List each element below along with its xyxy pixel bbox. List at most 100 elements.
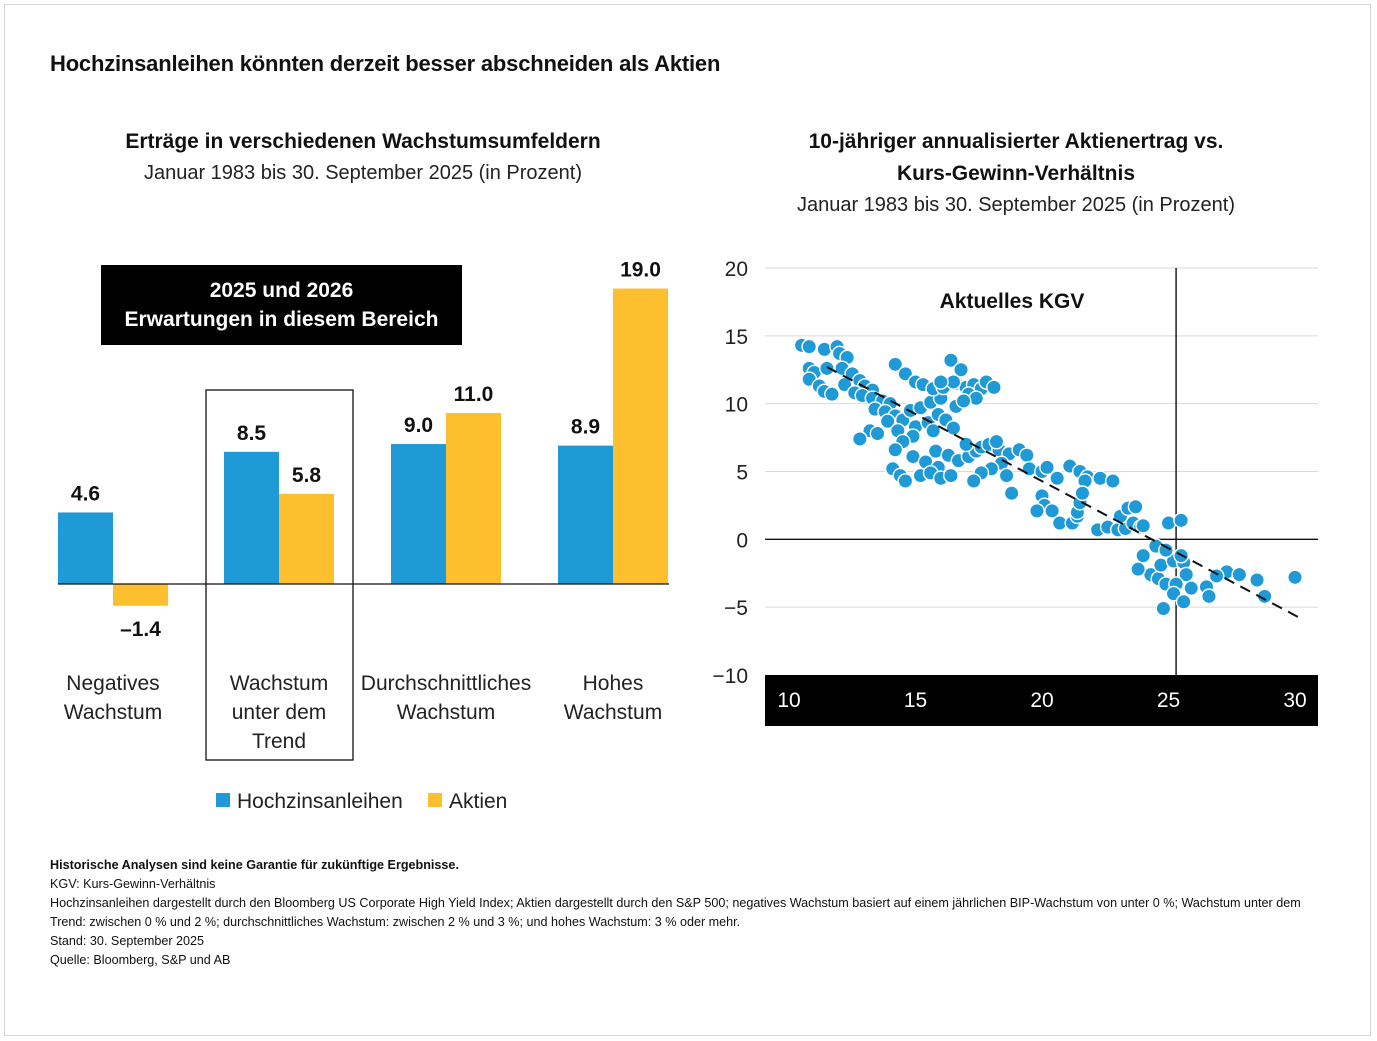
callout-box	[101, 265, 462, 345]
data-label: –1.4	[120, 618, 161, 641]
scatter-point	[943, 352, 959, 369]
scatter-point	[1044, 502, 1061, 519]
figure-frame	[4, 4, 1371, 1036]
x-tick-label: 30	[1283, 689, 1306, 712]
scatter-point	[1039, 459, 1055, 476]
y-tick-label: 0	[736, 529, 748, 552]
scatter-point	[1130, 561, 1147, 578]
data-label: 8.5	[237, 422, 267, 445]
scatter-point	[816, 341, 833, 358]
bar-high-yield-3	[558, 445, 613, 584]
current-pe-label: Aktuelles KGV	[940, 290, 1085, 313]
scatter-point	[1231, 566, 1248, 583]
right-chart-title-line2: Kurs-Gewinn-Verhältnis	[896, 162, 1136, 185]
y-tick-label: −5	[724, 597, 748, 620]
scatter-point	[1049, 470, 1066, 487]
scatter-point	[953, 361, 969, 378]
category-label: unter dem	[232, 701, 327, 724]
trend-line	[826, 366, 1304, 621]
data-label: 11.0	[454, 383, 494, 406]
callout-line1: 2025 und 2026	[210, 279, 354, 302]
scatter-point	[1175, 593, 1192, 610]
scatter-point	[1127, 498, 1144, 515]
left-chart-subtitle: Januar 1983 bis 30. September 2025 (in P…	[143, 162, 583, 184]
right-chart-title-line1: 10-jähriger annualisierter Aktienertrag …	[808, 130, 1224, 153]
scatter-point	[1158, 542, 1174, 559]
data-label: 8.9	[571, 416, 600, 439]
callout-line2: Erwartungen in diesem Bereich	[125, 308, 439, 331]
scatter-point	[1287, 569, 1303, 586]
scatter-point	[932, 374, 949, 390]
scatter-point	[1183, 580, 1200, 597]
scatter-point	[1160, 515, 1177, 531]
bar-equities-0	[113, 584, 168, 606]
bar-equities-1	[279, 493, 334, 584]
footnotes: Historische Analysen sind keine Garantie…	[50, 856, 1320, 970]
scatter-point	[1155, 600, 1172, 617]
bar-high-yield-1	[224, 451, 279, 584]
scatter-point	[897, 365, 914, 382]
x-tick-label: 15	[904, 689, 927, 712]
scatter-point	[1135, 517, 1152, 534]
bar-chart: 2025 und 2026 Erwartungen in diesem Berei…	[58, 259, 669, 813]
scatter-point	[1165, 585, 1182, 602]
scatter-point	[887, 356, 904, 373]
category-label: Durchschnittliches	[361, 672, 531, 695]
figure-title: Hochzinsanleihen könnten derzeit besser …	[50, 51, 721, 76]
data-label: 19.0	[620, 259, 661, 282]
category-label: Wachstum	[64, 701, 162, 724]
x-axis-band	[765, 675, 1318, 726]
bar-high-yield-2	[391, 444, 446, 584]
scatter-point	[955, 393, 972, 409]
category-label: Wachstum	[564, 701, 662, 724]
x-tick-label: 20	[1030, 689, 1053, 712]
note-methodology: Hochzinsanleihen dargestellt durch den B…	[50, 896, 1301, 929]
right-chart-subtitle: Januar 1983 bis 30. September 2025 (in P…	[796, 194, 1236, 216]
scatter-point	[869, 425, 886, 442]
bar-equities-3	[613, 288, 668, 584]
highlight-box	[205, 389, 354, 761]
scatter-point	[986, 379, 1002, 396]
scatter-point	[1018, 447, 1035, 464]
scatter-point	[965, 473, 982, 489]
scatter-point	[879, 413, 896, 430]
y-tick-label: −10	[712, 665, 748, 688]
scatter-point	[945, 420, 962, 436]
scatter-point	[943, 467, 959, 484]
scatter-point	[824, 386, 840, 403]
scatter-point	[998, 467, 1015, 484]
category-label: Wachstum	[397, 701, 495, 724]
data-label: 5.8	[292, 464, 322, 487]
category-label: Wachstum	[230, 672, 328, 695]
legend-swatch	[428, 793, 442, 807]
note-source: Quelle: Bloomberg, S&P und AB	[50, 953, 231, 967]
scatter-point	[1074, 485, 1091, 502]
category-label: Trend	[252, 730, 306, 753]
x-tick-label: 10	[777, 689, 800, 712]
scatter-point	[851, 431, 868, 447]
category-label: Negatives	[66, 672, 159, 695]
bar-equities-2	[446, 412, 501, 584]
scatter-point	[819, 360, 835, 377]
note-disclaimer: Historische Analysen sind keine Garantie…	[50, 858, 459, 872]
data-label: 4.6	[71, 482, 100, 505]
scatter-point	[1173, 512, 1190, 529]
data-label: 9.0	[404, 414, 433, 437]
scatter-point	[1092, 470, 1109, 487]
note-abbreviation: KGV: Kurs-Gewinn-Verhältnis	[50, 877, 216, 891]
scatter-point	[887, 441, 904, 458]
scatter-point	[801, 338, 818, 355]
category-label: Hohes	[583, 672, 644, 695]
y-tick-label: 5	[736, 462, 748, 485]
y-tick-label: 10	[725, 394, 748, 417]
scatter-chart: 20 15 10 5 0 −5 −10 10 15 20 25 30 Aktuelles KGV	[712, 258, 1318, 726]
scatter-point	[1178, 566, 1195, 583]
note-as-of: Stand: 30. September 2025	[50, 934, 205, 948]
scatter-point	[988, 433, 1005, 450]
x-tick-label: 25	[1157, 689, 1180, 712]
scatter-point	[925, 422, 942, 439]
scatter-point	[1201, 588, 1217, 605]
legend-label: Hochzinsanleihen	[237, 790, 403, 813]
y-tick-label: 20	[725, 258, 748, 281]
bar-high-yield-0	[58, 512, 113, 584]
